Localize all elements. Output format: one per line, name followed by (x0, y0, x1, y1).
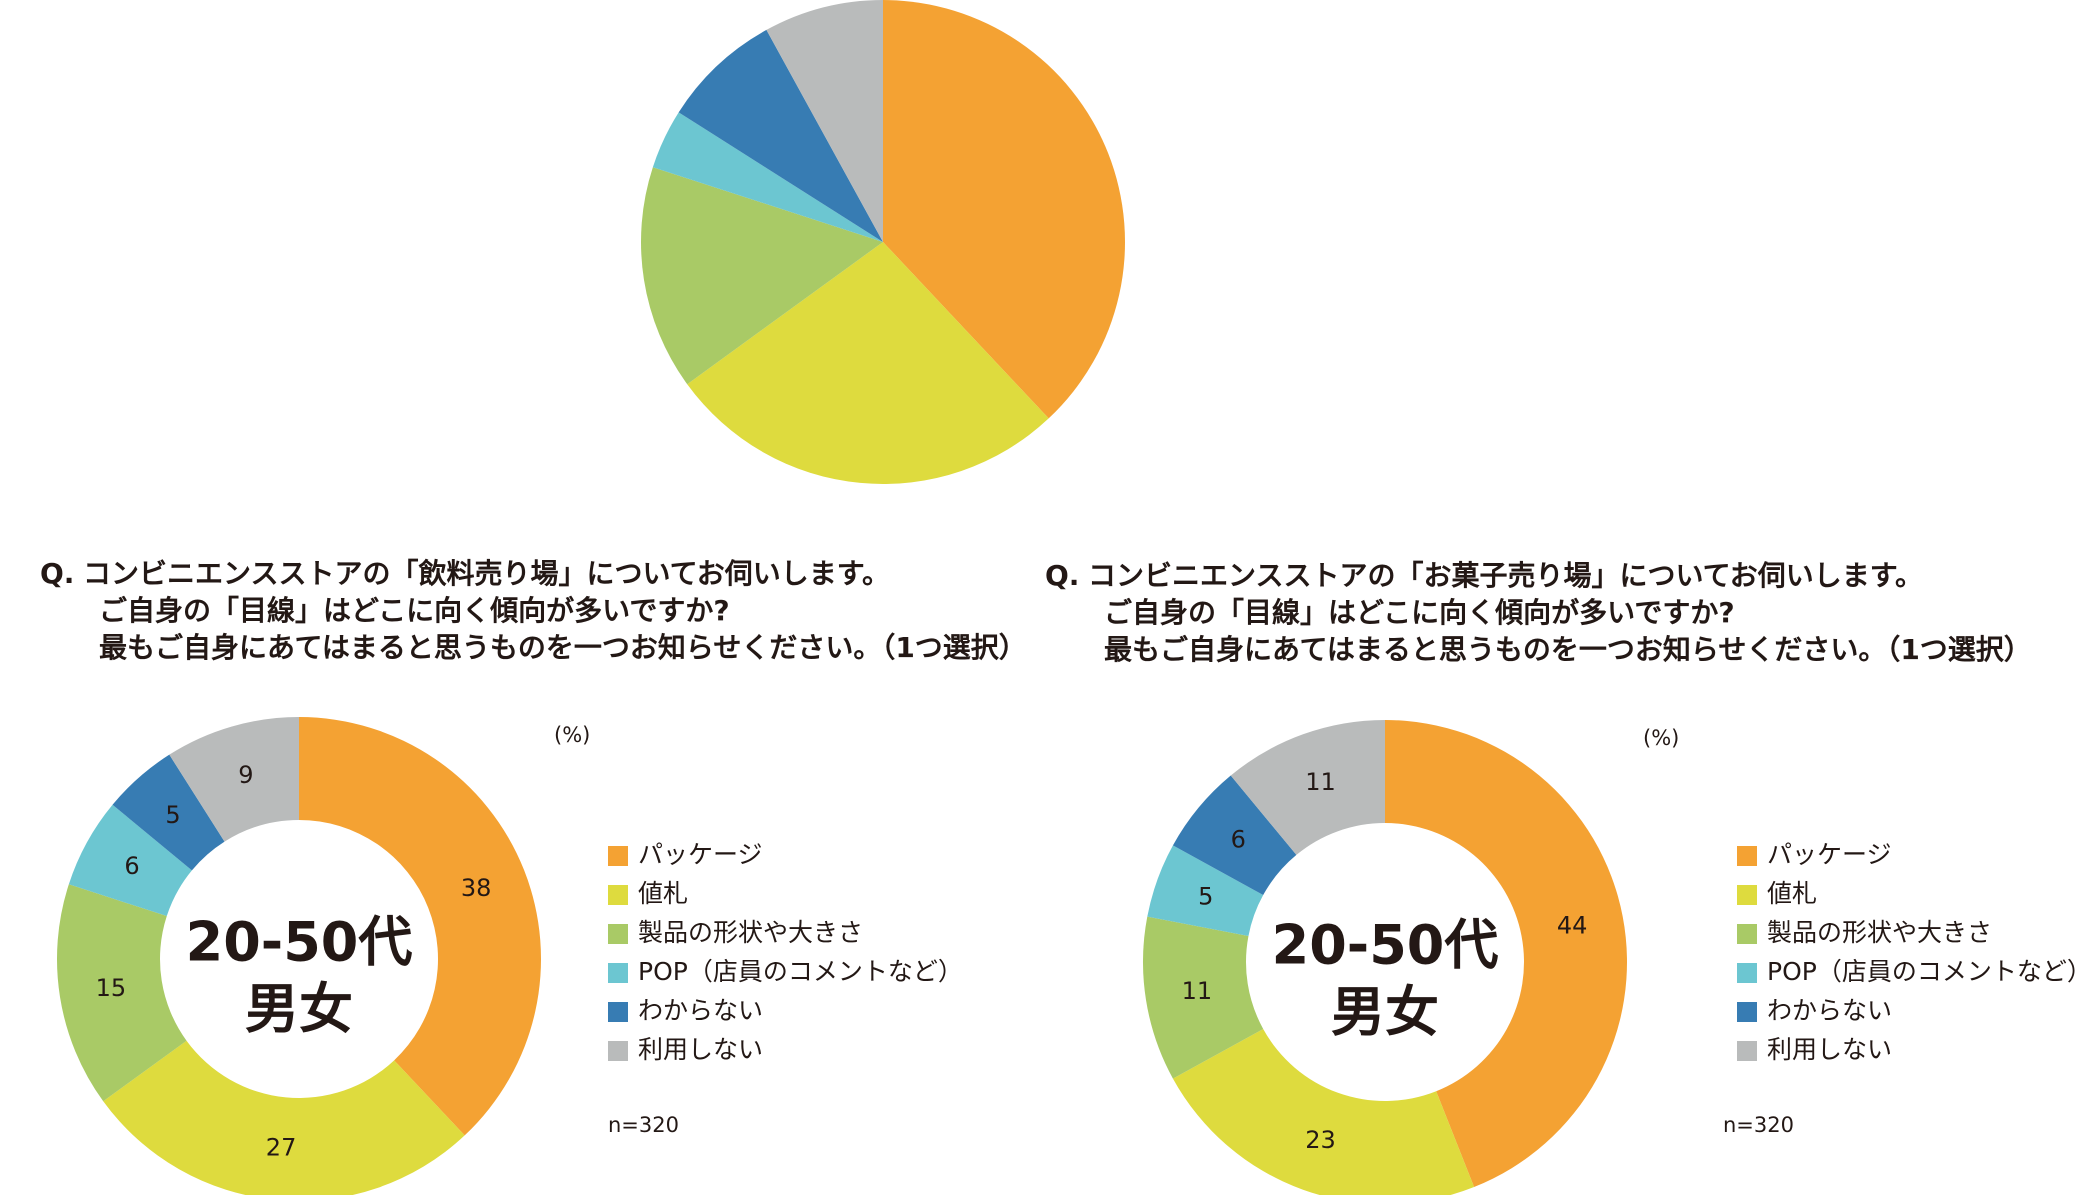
slice (1172, 1028, 1475, 1195)
slice (1230, 720, 1385, 855)
data-label: 11 (1305, 768, 1336, 796)
data-label: 6 (1231, 826, 1246, 854)
slice (169, 717, 299, 842)
data-label: 27 (266, 1134, 297, 1162)
question-line: コンビニエンスストアの「お菓子売り場」についてお伺いします。 (1088, 559, 1923, 592)
slice (1385, 720, 1627, 1188)
legend-label: 製品の形状や大きさ (638, 918, 863, 947)
legend-label: パッケージ (1767, 840, 1892, 869)
legend-label: 値札 (638, 879, 688, 908)
legend-label: 利用しない (638, 1035, 763, 1064)
center-label: 20-50代 (186, 911, 413, 974)
slice (687, 242, 1049, 484)
data-label: 11 (1182, 977, 1213, 1005)
slice (1142, 916, 1264, 1079)
question-line: 最もご自身にあてはまると思うものを一つお知らせください。（1つ選択） (99, 631, 1027, 664)
data-label: 6 (124, 852, 139, 880)
legend-label: POP（店員のコメントなど） (638, 957, 963, 986)
unit: (%) (554, 723, 590, 747)
center-label: 20-50代 (1272, 914, 1499, 977)
slice (766, 0, 883, 242)
question-prefix: Q. (1045, 559, 1079, 592)
legend-swatch (608, 885, 628, 905)
data-label: 44 (1557, 911, 1588, 939)
legend-label: 製品の形状や大きさ (1767, 918, 1992, 947)
legend-label: わからない (1767, 996, 1892, 1025)
data-label: 15 (96, 974, 127, 1002)
legend-swatch (608, 1002, 628, 1022)
slice (652, 112, 883, 242)
legend-label: 利用しない (1767, 1035, 1892, 1064)
legend-swatch (1737, 924, 1757, 944)
legend-swatch (608, 1041, 628, 1061)
legend-label: 値札 (1767, 879, 1817, 908)
slice (68, 804, 192, 917)
legend-swatch (608, 924, 628, 944)
slice (1147, 845, 1264, 936)
legend-swatch (608, 963, 628, 983)
center-label: 男女 (245, 978, 353, 1041)
question-line: ご自身の「目線」はどこに向く傾向が多いですか? (99, 594, 730, 627)
legend-swatch (1737, 846, 1757, 866)
legend-label: パッケージ (638, 840, 763, 869)
data-label: 5 (165, 801, 180, 829)
data-label: 38 (461, 874, 492, 902)
slice (678, 29, 883, 243)
slice (641, 167, 883, 385)
slice (299, 717, 541, 1136)
question-line: ご自身の「目線」はどこに向く傾向が多いですか? (1104, 596, 1735, 629)
legend-swatch (1737, 1002, 1757, 1022)
data-label: 9 (238, 761, 253, 789)
legend-swatch (608, 846, 628, 866)
legend-swatch (1737, 963, 1757, 983)
question-prefix: Q. (40, 557, 74, 590)
question-line: コンビニエンスストアの「飲料売り場」についてお伺いします。 (83, 557, 890, 590)
data-label: 23 (1305, 1126, 1336, 1154)
slice (112, 754, 225, 871)
legend-label: わからない (638, 996, 763, 1025)
slice (103, 1040, 465, 1195)
unit: (%) (1643, 726, 1679, 750)
legend-label: POP（店員のコメントなど） (1767, 957, 2079, 986)
note: n=320 (608, 1113, 679, 1137)
data-label: 5 (1198, 882, 1213, 910)
question-line: 最もご自身にあてはまると思うものを一つお知らせください。（1つ選択） (1104, 633, 2032, 666)
slice (1172, 775, 1297, 896)
legend-swatch (1737, 1041, 1757, 1061)
slice (883, 0, 1125, 419)
legend-swatch (1737, 885, 1757, 905)
center-label: 男女 (1331, 981, 1439, 1044)
note: n=320 (1723, 1113, 1794, 1137)
slice (56, 884, 187, 1102)
